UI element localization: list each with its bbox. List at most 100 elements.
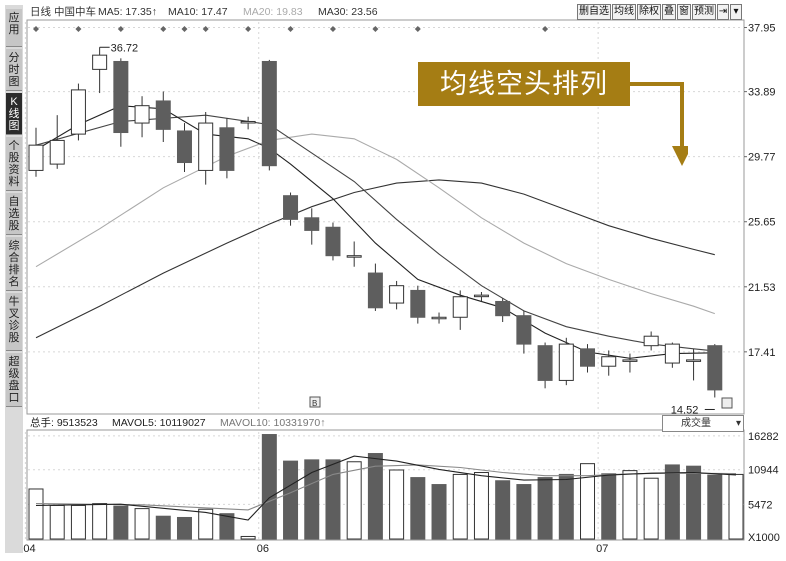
- toolbar-button-2[interactable]: 除权: [637, 4, 661, 20]
- toolbar-button-3[interactable]: 叠: [662, 4, 676, 20]
- info-diamond-icon: [202, 26, 209, 32]
- sidebar-item-0[interactable]: 应用: [6, 9, 22, 47]
- candle-up: [92, 54, 108, 70]
- chart-toolbar: 删自选 均线 除权叠窗预测 ⇥ ▾: [577, 4, 742, 20]
- header-ma20: MA20: 19.83: [243, 6, 303, 18]
- volume-bar-down: [304, 459, 320, 540]
- toolbar-button-1[interactable]: 均线: [612, 4, 636, 20]
- volume-bar-up: [346, 461, 362, 540]
- chevron-down-icon[interactable]: ▾: [730, 4, 742, 20]
- candle-up: [389, 285, 405, 304]
- candle-up: [431, 316, 447, 320]
- price-tick-label: 21.53: [748, 282, 776, 294]
- info-diamond-icon: [245, 26, 252, 32]
- candle-down: [113, 60, 129, 134]
- volume-bar-down: [664, 464, 680, 540]
- candle-up: [134, 105, 150, 124]
- left-sidebar: 应用分时图 K线图个股资料自选股综合排名牛叉诊股超级盘口: [5, 5, 23, 553]
- price-tick-label: 17.41: [748, 347, 776, 359]
- chevron-down-icon: ▾: [735, 418, 741, 429]
- candle-down: [495, 300, 511, 317]
- volume-panel-frame: [26, 429, 745, 541]
- header-ma10: MA10: 17.47: [168, 6, 228, 18]
- volume-bar-down: [367, 453, 383, 540]
- candle-up: [70, 89, 86, 135]
- sidebar-item-5[interactable]: 综合排名: [6, 237, 22, 291]
- sidebar-item-1[interactable]: 分时图: [6, 49, 22, 91]
- volume-tick-label: 16282: [748, 431, 779, 443]
- candle-up: [240, 120, 256, 124]
- volume-bar-up: [580, 463, 596, 540]
- candle-down: [580, 348, 596, 367]
- volume-bar-up: [452, 473, 468, 540]
- info-diamond-icon: [181, 26, 188, 32]
- date-label: 07: [596, 543, 608, 555]
- candle-down: [410, 289, 426, 318]
- price-tick-label: 33.89: [748, 87, 776, 99]
- sidebar-item-7[interactable]: 超级盘口: [6, 353, 22, 407]
- sidebar-item-4[interactable]: 自选股: [6, 193, 22, 235]
- candle-up: [558, 343, 574, 381]
- candle-up: [686, 359, 702, 362]
- zoom-marker-icon: [721, 397, 733, 409]
- volume-bar-up: [389, 469, 405, 540]
- info-diamond-icon: [414, 26, 421, 32]
- date-label: 06: [257, 543, 269, 555]
- info-diamond-icon: [372, 26, 379, 32]
- candle-down: [707, 345, 723, 391]
- price-panel-frame: [26, 19, 745, 415]
- callout-arrow-icon: [630, 82, 688, 166]
- volume-bar-up: [92, 503, 108, 540]
- candle-up: [473, 294, 489, 298]
- volume-header-mavol5: MAVOL5: 10119027: [112, 417, 206, 429]
- volume-indicator-select[interactable]: 成交量 ▾: [662, 415, 744, 432]
- info-diamond-icon: [542, 26, 549, 32]
- price-tick-label: 25.65: [748, 217, 776, 229]
- volume-bar-up: [473, 472, 489, 540]
- info-diamond-icon: [117, 26, 124, 32]
- candle-down: [516, 315, 532, 345]
- candle-down: [325, 226, 341, 257]
- event-marker-label: B: [312, 399, 317, 408]
- sidebar-item-6[interactable]: 牛叉诊股: [6, 293, 22, 351]
- volume-bar-up: [198, 508, 214, 540]
- volume-bar-down: [261, 434, 277, 540]
- info-diamond-icon: [287, 26, 294, 32]
- volume-bar-down: [219, 513, 235, 540]
- info-diamond-icon: [329, 26, 336, 32]
- volume-bar-up: [622, 470, 638, 540]
- volume-bar-up: [28, 488, 44, 540]
- toolbar-button-4[interactable]: 窗: [677, 4, 691, 20]
- sidebar-item-3[interactable]: 个股资料: [6, 137, 22, 191]
- ma20-line: [35, 133, 715, 315]
- volume-bar-down: [176, 516, 192, 540]
- low-price-label: 14.52: [671, 404, 699, 416]
- volume-bar-down: [707, 474, 723, 540]
- candle-down: [261, 60, 277, 167]
- volume-bar-down: [410, 477, 426, 540]
- volume-bar-down: [283, 460, 299, 540]
- candle-down: [304, 217, 320, 231]
- volume-header-total: 总手: 9513523: [30, 416, 98, 429]
- volume-tick-label: 5472: [748, 499, 772, 511]
- volume-tick-label: 10944: [748, 465, 779, 477]
- volume-bar-down: [495, 480, 511, 540]
- arrow-in-icon[interactable]: ⇥: [717, 4, 729, 20]
- candle-up: [28, 144, 44, 171]
- candle-down: [155, 100, 171, 130]
- candle-up: [49, 139, 65, 165]
- mavol5-line: [35, 455, 737, 521]
- toolbar-button-5[interactable]: 预测: [692, 4, 716, 20]
- volume-bar-down: [516, 484, 532, 540]
- date-label: 04: [23, 543, 35, 555]
- volume-header-mavol10: MAVOL10: 10331970↑: [220, 417, 325, 429]
- price-tick-label: 29.77: [748, 152, 776, 164]
- candle-up: [601, 356, 617, 367]
- toolbar-button-0[interactable]: 删自选: [577, 4, 611, 20]
- sidebar-item-2[interactable]: K线图: [6, 93, 22, 135]
- candle-down: [283, 195, 299, 220]
- volume-bar-down: [686, 465, 702, 540]
- volume-bar-up: [134, 508, 150, 540]
- volume-tick-label: X1000: [748, 532, 780, 544]
